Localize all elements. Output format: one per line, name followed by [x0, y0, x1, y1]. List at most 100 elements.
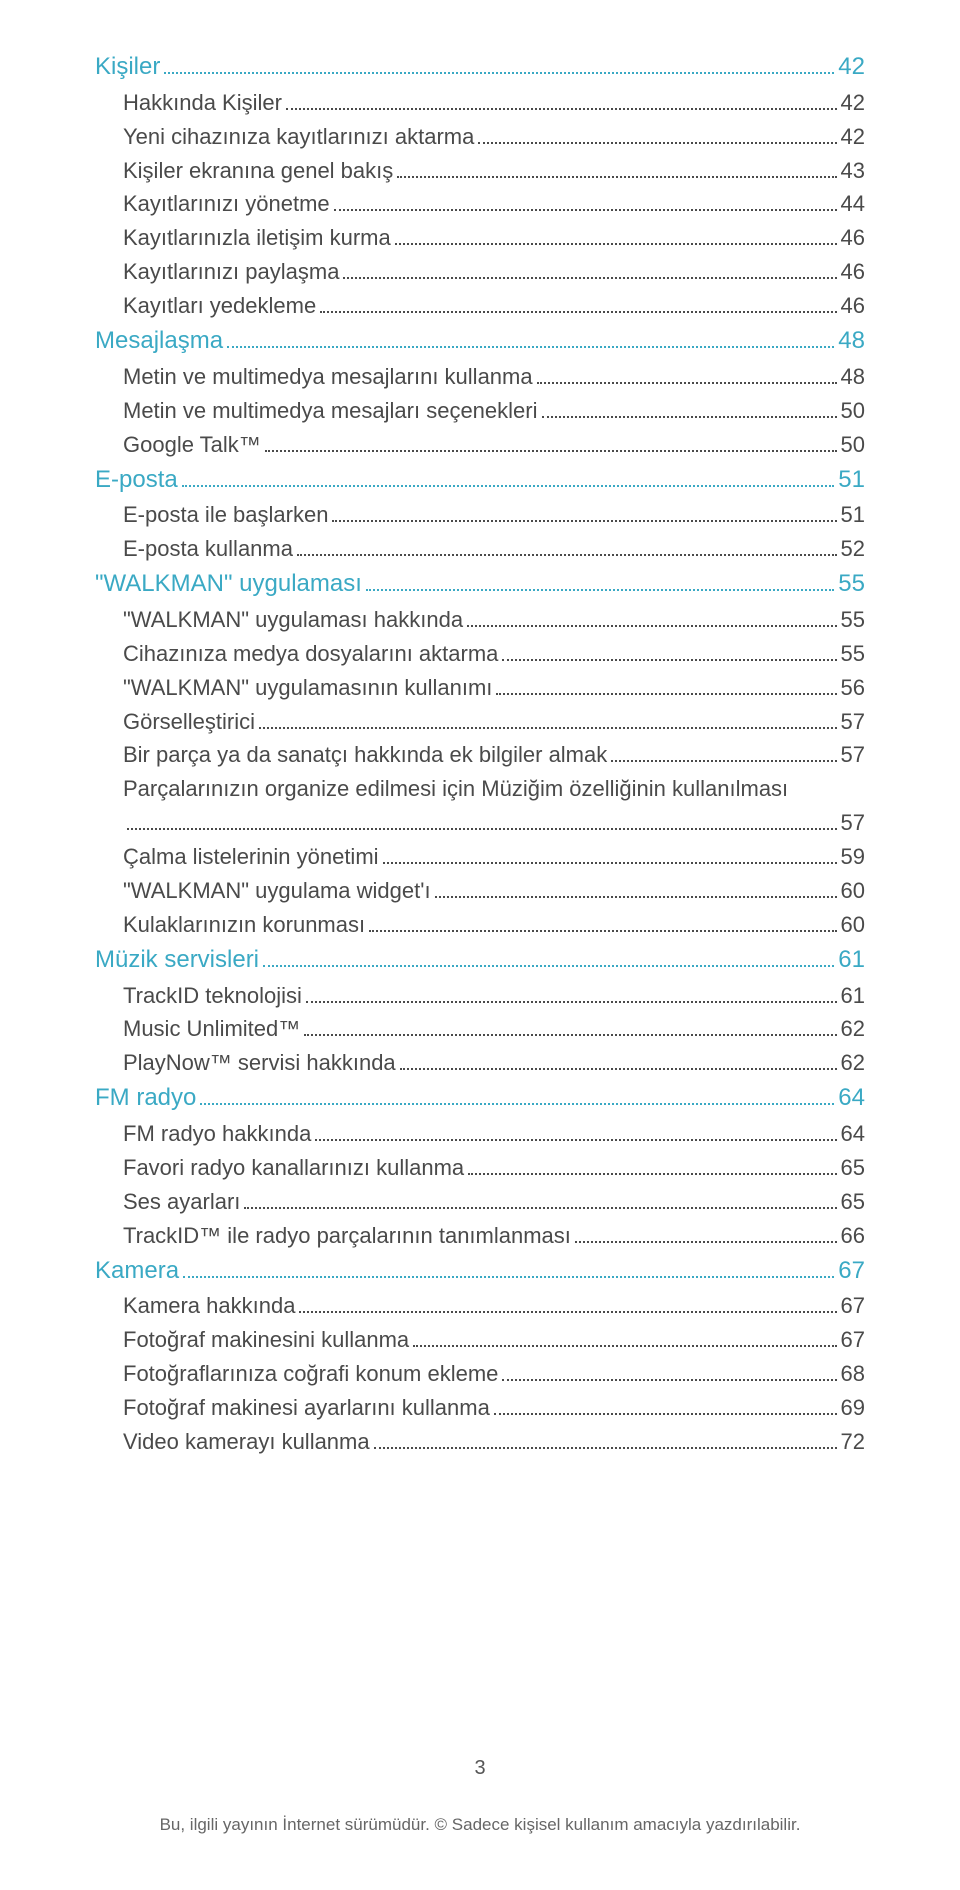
toc-title: Hakkında Kişiler [123, 87, 282, 119]
table-of-contents: Kişiler42Hakkında Kişiler42Yeni cihazını… [95, 50, 865, 1458]
toc-item-row[interactable]: Hakkında Kişiler42 [95, 87, 865, 119]
toc-title: Mesajlaşma [95, 324, 223, 359]
toc-leader [467, 607, 836, 627]
toc-item-row[interactable]: Kayıtlarınızı paylaşma46 [95, 256, 865, 288]
toc-section-row[interactable]: Kamera67 [95, 1254, 865, 1289]
toc-item-row[interactable]: Metin ve multimedya mesajlarını kullanma… [95, 361, 865, 393]
toc-page: 62 [841, 1047, 865, 1079]
toc-item-row[interactable]: Metin ve multimedya mesajları seçenekler… [95, 395, 865, 427]
toc-leader [374, 1429, 837, 1449]
toc-page: 65 [841, 1152, 865, 1184]
toc-item-row[interactable]: Bir parça ya da sanatçı hakkında ek bilg… [95, 739, 865, 771]
toc-title: Çalma listelerinin yönetimi [123, 841, 379, 873]
toc-item-row[interactable]: Parçalarınızın organize edilmesi için Mü… [95, 773, 865, 805]
toc-page: 46 [841, 290, 865, 322]
toc-title: FM radyo hakkında [123, 1118, 311, 1150]
toc-title: Fotoğraflarınıza coğrafi konum ekleme [123, 1358, 498, 1390]
toc-item-row[interactable]: FM radyo hakkında64 [95, 1118, 865, 1150]
toc-leader [320, 293, 836, 313]
toc-page: 56 [841, 672, 865, 704]
toc-leader [164, 52, 834, 74]
toc-item-row[interactable]: "WALKMAN" uygulama widget'ı60 [95, 875, 865, 907]
toc-leader [265, 432, 837, 452]
toc-leader [286, 90, 837, 110]
toc-item-row[interactable]: TrackID™ ile radyo parçalarının tanımlan… [95, 1220, 865, 1252]
toc-page: 72 [841, 1426, 865, 1458]
toc-title: Video kamerayı kullanma [123, 1426, 370, 1458]
toc-leader [502, 641, 836, 661]
toc-title: E-posta ile başlarken [123, 499, 328, 531]
toc-title: "WALKMAN" uygulama widget'ı [123, 875, 431, 907]
toc-item-row[interactable]: E-posta ile başlarken51 [95, 499, 865, 531]
toc-page: 48 [838, 324, 865, 359]
toc-item-row[interactable]: Fotoğraf makinesi ayarlarını kullanma69 [95, 1392, 865, 1424]
toc-page: 69 [841, 1392, 865, 1424]
toc-item-row[interactable]: Kayıtlarınızla iletişim kurma46 [95, 222, 865, 254]
toc-title: Kamera [95, 1254, 179, 1289]
toc-title: Görselleştirici [123, 706, 255, 738]
toc-page: 46 [841, 222, 865, 254]
toc-item-row[interactable]: Fotoğraflarınıza coğrafi konum ekleme68 [95, 1358, 865, 1390]
toc-leader [611, 743, 836, 763]
toc-leader [334, 192, 837, 212]
toc-item-row[interactable]: Görselleştirici57 [95, 706, 865, 738]
toc-title: TrackID teknolojisi [123, 980, 302, 1012]
toc-item-row[interactable]: Favori radyo kanallarınızı kullanma65 [95, 1152, 865, 1184]
toc-section-row[interactable]: E-posta51 [95, 463, 865, 498]
toc-leader [306, 983, 837, 1003]
toc-page: 48 [841, 361, 865, 393]
toc-section-row[interactable]: Müzik servisleri61 [95, 943, 865, 978]
toc-item-row[interactable]: Kayıtlarınızı yönetme44 [95, 188, 865, 220]
toc-item-row[interactable]: Video kamerayı kullanma 72 [95, 1426, 865, 1458]
toc-title: TrackID™ ile radyo parçalarının tanımlan… [123, 1220, 571, 1252]
toc-page: 44 [841, 188, 865, 220]
toc-page: 59 [841, 841, 865, 873]
toc-page: 50 [841, 395, 865, 427]
toc-page: 55 [838, 567, 865, 602]
toc-leader [383, 844, 837, 864]
toc-item-row[interactable]: PlayNow™ servisi hakkında 62 [95, 1047, 865, 1079]
toc-item-row[interactable]: "WALKMAN" uygulaması hakkında 55 [95, 604, 865, 636]
toc-item-row[interactable]: Ses ayarları65 [95, 1186, 865, 1218]
toc-leader [435, 878, 837, 898]
toc-page: 67 [841, 1290, 865, 1322]
toc-leader [575, 1223, 837, 1243]
toc-title: Kişiler ekranına genel bakış [123, 155, 393, 187]
toc-item-row[interactable]: E-posta kullanma52 [95, 533, 865, 565]
toc-section-row[interactable]: FM radyo64 [95, 1081, 865, 1116]
toc-page: 55 [841, 604, 865, 636]
toc-title: PlayNow™ servisi hakkında [123, 1047, 396, 1079]
toc-title: Ses ayarları [123, 1186, 240, 1218]
toc-title: "WALKMAN" uygulaması [95, 567, 362, 602]
toc-item-row[interactable]: Cihazınıza medya dosyalarını aktarma 55 [95, 638, 865, 670]
toc-section-row[interactable]: Mesajlaşma 48 [95, 324, 865, 359]
toc-item-row[interactable]: Kayıtları yedekleme46 [95, 290, 865, 322]
toc-leader [478, 124, 836, 144]
toc-section-row[interactable]: Kişiler42 [95, 50, 865, 85]
toc-item-row[interactable]: TrackID teknolojisi61 [95, 980, 865, 1012]
toc-page: 43 [841, 155, 865, 187]
toc-leader [299, 1294, 836, 1314]
toc-item-row[interactable]: Kulaklarınızın korunması60 [95, 909, 865, 941]
toc-item-row[interactable]: 57 [95, 807, 865, 839]
toc-title: Cihazınıza medya dosyalarını aktarma [123, 638, 498, 670]
toc-leader [259, 709, 836, 729]
toc-item-row[interactable]: "WALKMAN" uygulamasının kullanımı56 [95, 672, 865, 704]
toc-section-row[interactable]: "WALKMAN" uygulaması 55 [95, 567, 865, 602]
toc-title: Fotoğraf makinesini kullanma [123, 1324, 409, 1356]
toc-title: Müzik servisleri [95, 943, 259, 978]
toc-item-row[interactable]: Çalma listelerinin yönetimi 59 [95, 841, 865, 873]
toc-leader [400, 1051, 837, 1071]
toc-item-row[interactable]: Yeni cihazınıza kayıtlarınızı aktarma42 [95, 121, 865, 153]
toc-item-row[interactable]: Google Talk™50 [95, 429, 865, 461]
toc-title: "WALKMAN" uygulaması hakkında [123, 604, 463, 636]
toc-item-row[interactable]: Kamera hakkında67 [95, 1290, 865, 1322]
toc-item-row[interactable]: Music Unlimited™62 [95, 1013, 865, 1045]
toc-leader [183, 1256, 834, 1278]
toc-title: Bir parça ya da sanatçı hakkında ek bilg… [123, 739, 607, 771]
toc-page: 55 [841, 638, 865, 670]
toc-leader [315, 1121, 836, 1141]
toc-item-row[interactable]: Kişiler ekranına genel bakış 43 [95, 155, 865, 187]
toc-page: 42 [838, 50, 865, 85]
toc-item-row[interactable]: Fotoğraf makinesini kullanma67 [95, 1324, 865, 1356]
